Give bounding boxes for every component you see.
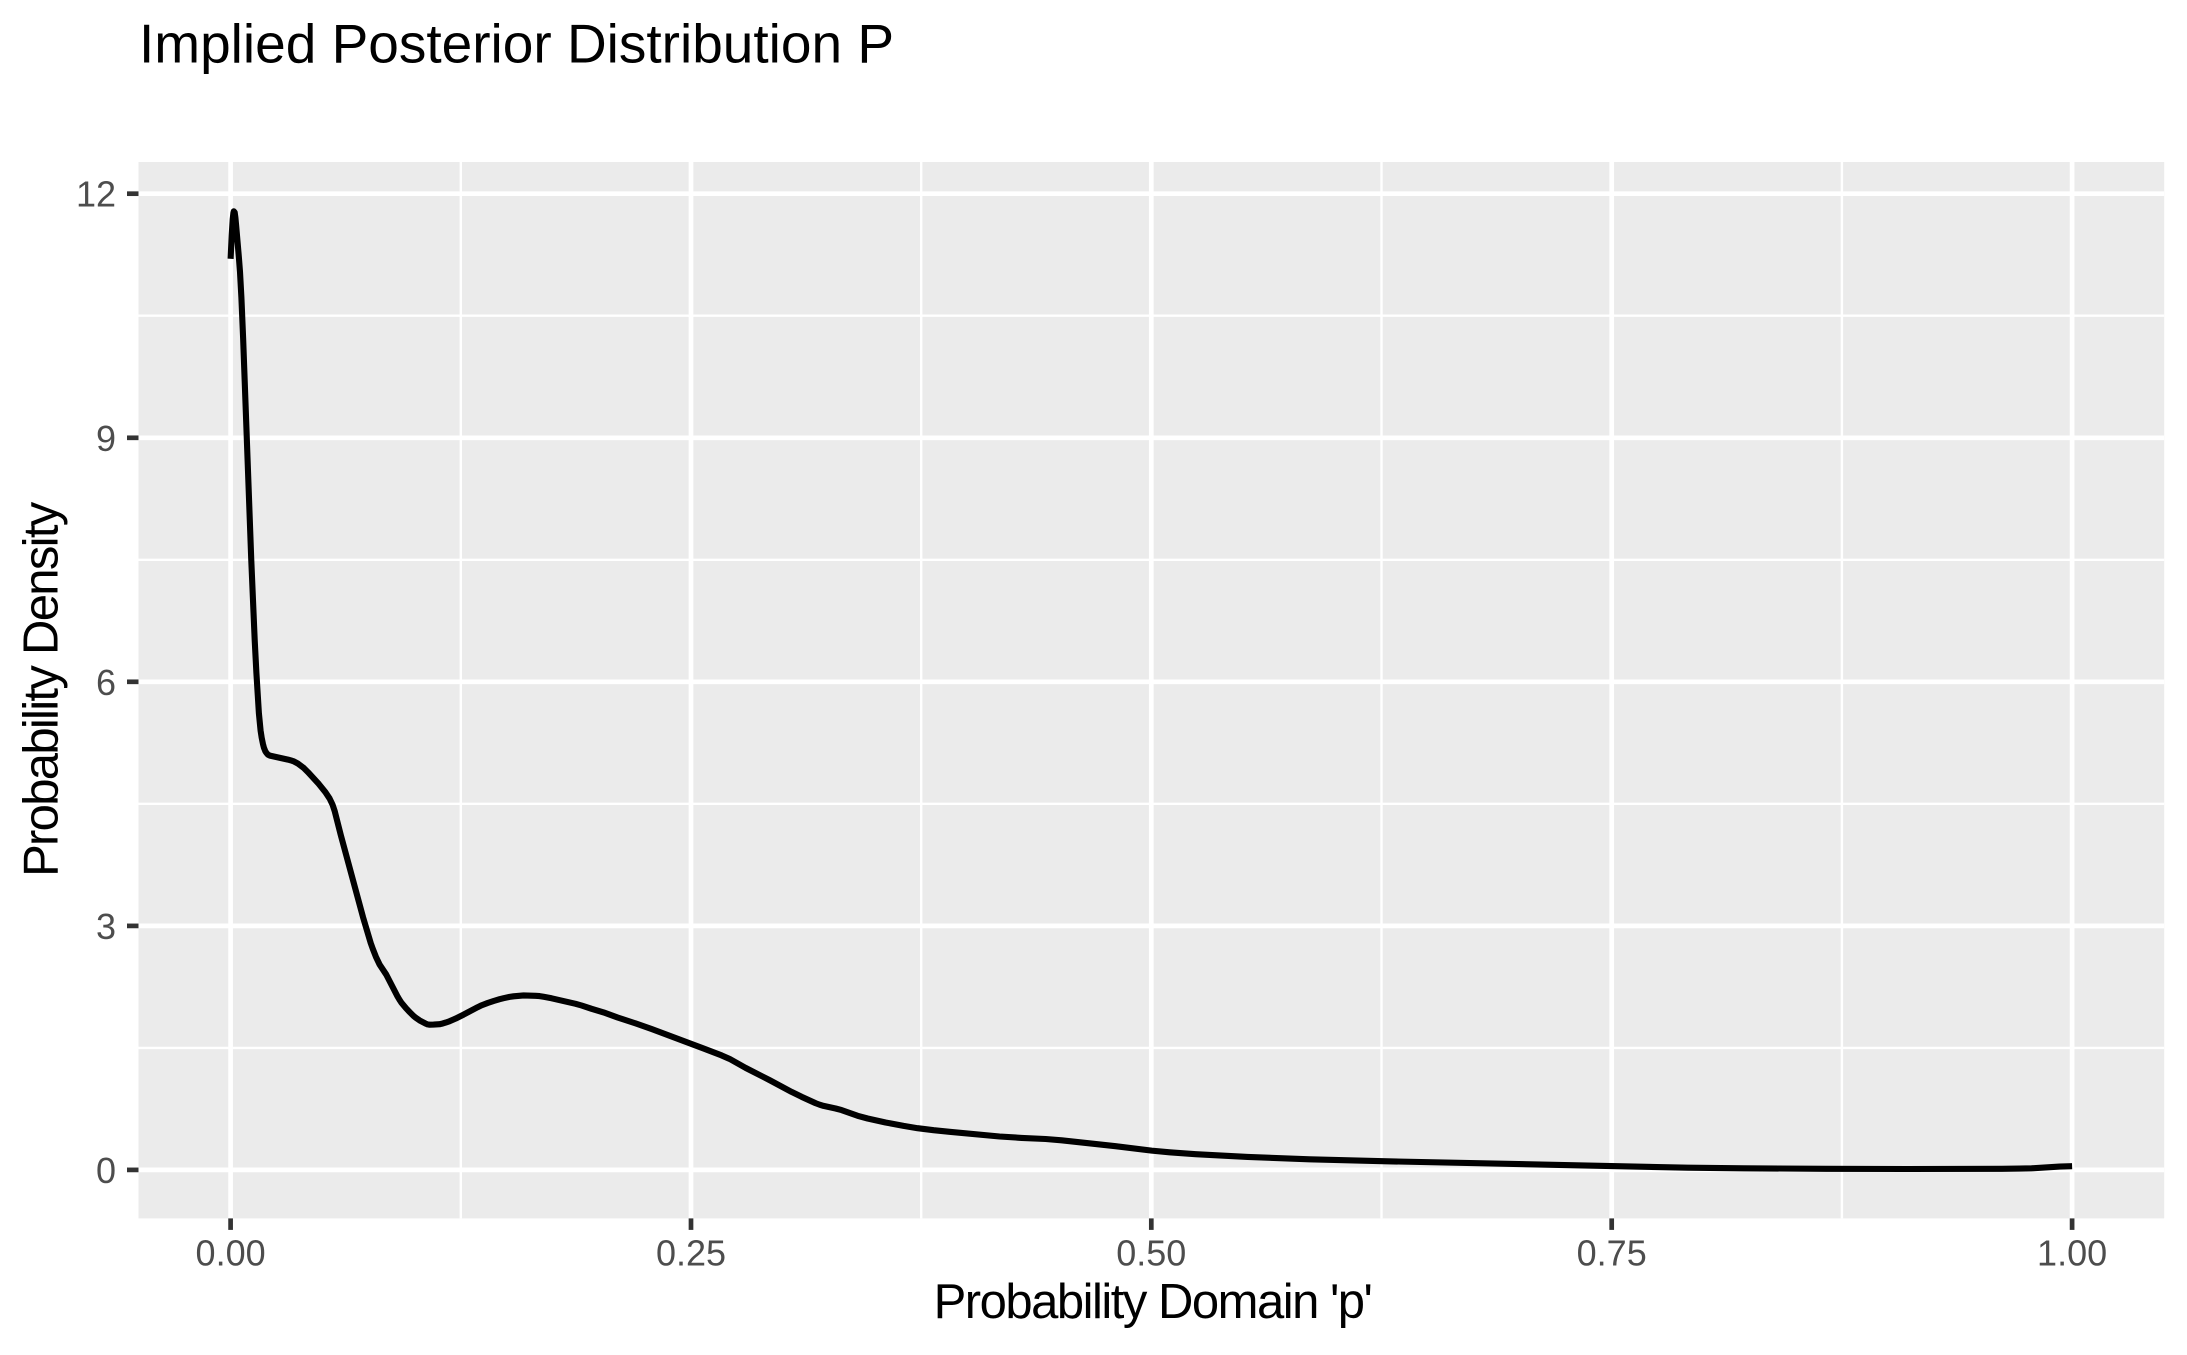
svg-text:9: 9 bbox=[96, 418, 116, 459]
svg-text:Probability Density: Probability Density bbox=[15, 501, 69, 877]
svg-text:0.25: 0.25 bbox=[656, 1233, 726, 1274]
svg-text:6: 6 bbox=[96, 662, 116, 703]
svg-text:0: 0 bbox=[96, 1150, 116, 1191]
svg-text:0.50: 0.50 bbox=[1116, 1233, 1186, 1274]
svg-text:3: 3 bbox=[96, 906, 116, 947]
svg-text:1.00: 1.00 bbox=[2037, 1233, 2107, 1274]
svg-text:Implied Posterior Distribution: Implied Posterior Distribution P bbox=[139, 13, 894, 75]
svg-text:Probability Domain 'p': Probability Domain 'p' bbox=[934, 1275, 1372, 1329]
svg-text:0.00: 0.00 bbox=[196, 1233, 266, 1274]
svg-text:0.75: 0.75 bbox=[1577, 1233, 1647, 1274]
svg-text:12: 12 bbox=[76, 174, 116, 215]
